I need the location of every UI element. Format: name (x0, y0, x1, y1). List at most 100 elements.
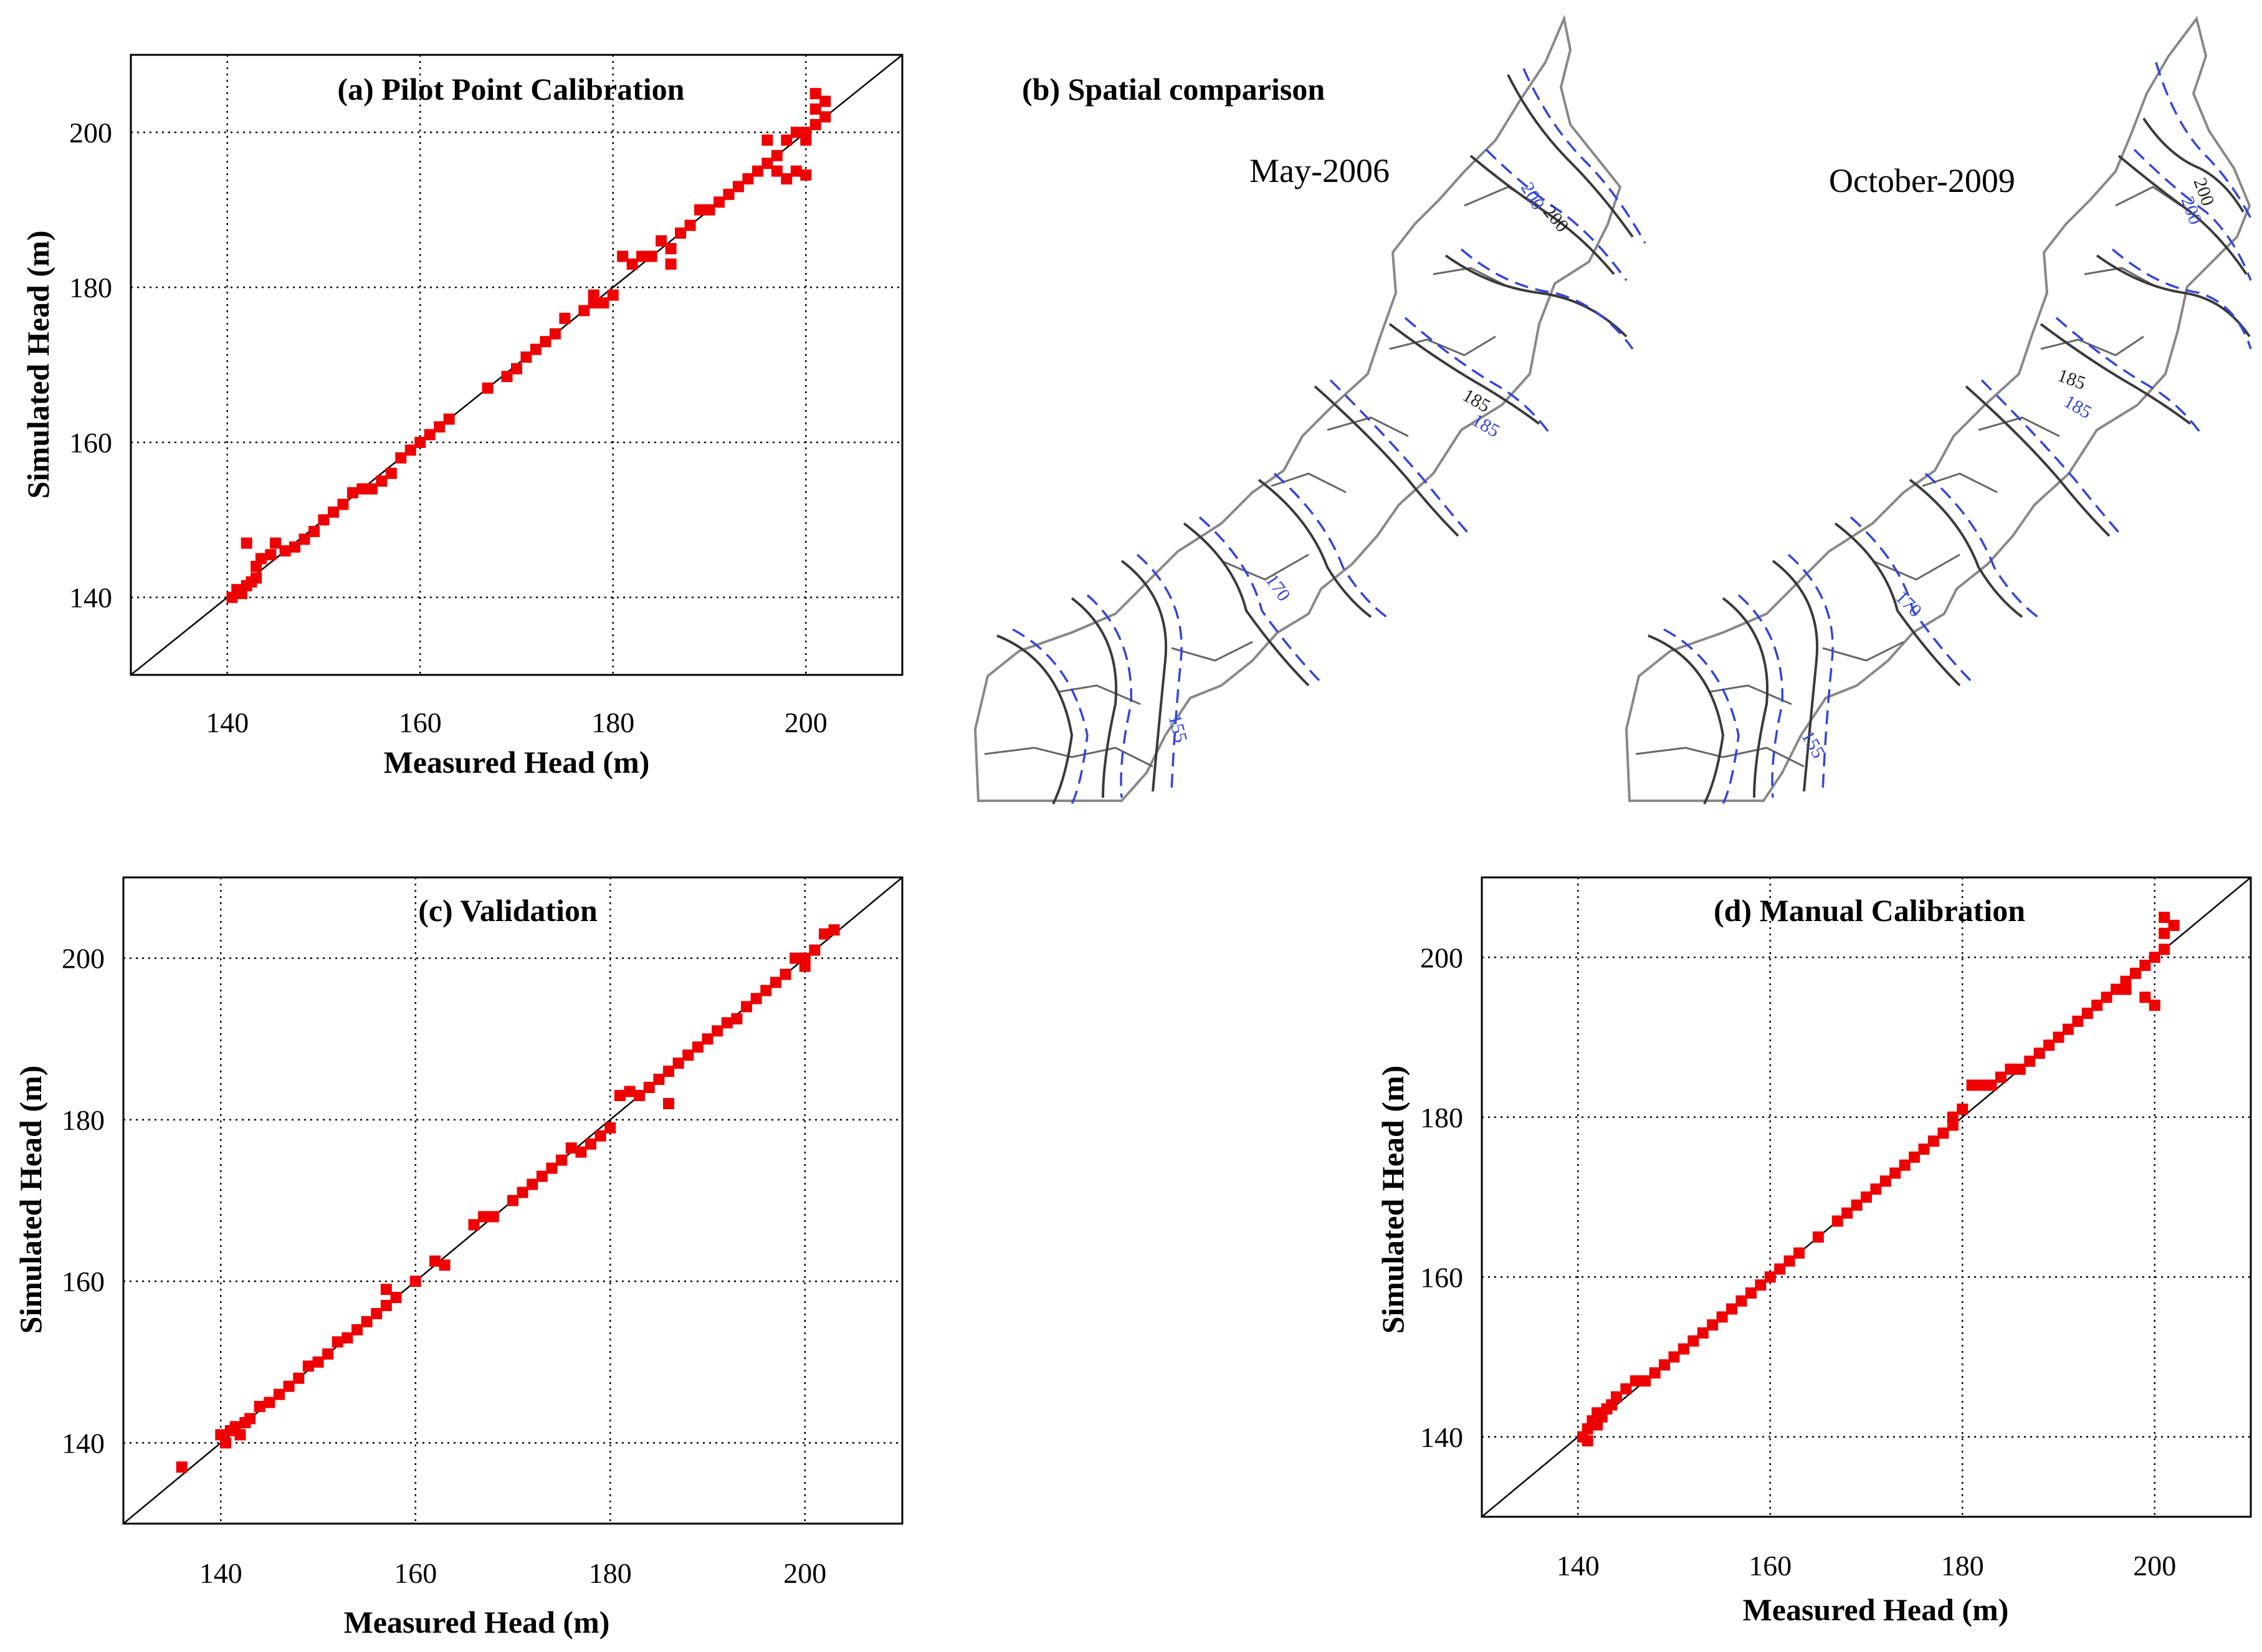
contour-label: 185 (2055, 365, 2089, 394)
chart-title: (a) Pilot Point Calibration (338, 72, 685, 107)
data-point (2024, 1055, 2036, 1067)
data-point (682, 1049, 694, 1061)
data-point (1870, 1183, 1882, 1195)
data-point (702, 1033, 713, 1045)
contour-label: 185 (2061, 391, 2095, 423)
data-point (1697, 1327, 1709, 1339)
data-point (2149, 1000, 2160, 1011)
y-tick-labels: 140 160 180 200 (1420, 942, 1463, 1453)
data-point (771, 165, 783, 177)
data-point (376, 475, 388, 487)
data-point (270, 537, 282, 549)
data-point (530, 343, 542, 355)
chart-manual-calibration: 140 160 180 200 140 160 180 200 (d) Manual Cal… (1375, 876, 2252, 1627)
data-point (2149, 952, 2160, 963)
data-point (2062, 1023, 2074, 1035)
data-point (809, 118, 821, 130)
data-point (1909, 1151, 1921, 1163)
map-label-october-2009: October-2009 (1829, 162, 2015, 199)
data-point (1707, 1319, 1719, 1331)
data-point (565, 1142, 577, 1154)
data-points (176, 924, 840, 1473)
data-point (264, 1397, 275, 1408)
data-point (439, 1259, 451, 1271)
x-tick-label: 180 (589, 1557, 632, 1589)
contour-label: 185 (1469, 409, 1503, 441)
data-point (2159, 912, 2170, 924)
x-tick-label: 200 (2133, 1550, 2176, 1582)
spatial-comparison: (b) Spatial comparison May-2006 October-… (973, 14, 2252, 805)
contour-label: 170 (1891, 587, 1926, 621)
grid-lines (123, 877, 902, 1524)
x-tick-label: 160 (394, 1557, 437, 1589)
data-point (1947, 1111, 1959, 1123)
data-point (1774, 1263, 1786, 1275)
data-point (742, 173, 754, 184)
data-point (395, 452, 407, 464)
data-point (1610, 1391, 1622, 1403)
y-tick-label: 180 (1420, 1102, 1463, 1134)
data-point (2111, 983, 2122, 995)
data-point (2072, 1015, 2084, 1027)
spatial-comparison-title: (b) Spatial comparison (1022, 72, 1325, 107)
y-tick-label: 140 (62, 1427, 105, 1459)
data-point (732, 181, 744, 193)
x-axis-label: Measured Head (m) (344, 1605, 610, 1640)
data-point (220, 1437, 232, 1449)
data-point (1966, 1079, 1978, 1091)
data-point (468, 1219, 480, 1231)
data-point (684, 219, 696, 231)
data-point (790, 127, 802, 138)
data-point (636, 251, 648, 262)
grid-lines (1482, 877, 2251, 1517)
data-point (434, 421, 446, 432)
data-point (723, 188, 735, 200)
data-point (244, 1413, 256, 1425)
data-point (575, 1146, 587, 1158)
data-point (346, 487, 358, 499)
data-point (298, 533, 310, 545)
data-point (771, 150, 783, 161)
data-point (1918, 1144, 1930, 1155)
data-point (781, 134, 793, 146)
data-point (279, 545, 291, 556)
data-point (1735, 1295, 1747, 1307)
y-tick-label: 180 (69, 272, 112, 303)
data-point (312, 1356, 324, 1368)
data-point (1745, 1287, 1757, 1299)
data-point (1899, 1159, 1911, 1171)
data-point (653, 1074, 665, 1086)
x-tick-label: 200 (783, 1557, 826, 1589)
data-point (809, 88, 821, 100)
data-point (385, 467, 397, 479)
data-point (511, 363, 522, 375)
data-point (598, 297, 609, 308)
data-point (750, 993, 762, 1005)
y-tick-label: 160 (62, 1266, 105, 1297)
data-point (380, 1284, 392, 1296)
map-may-2006: 200 200 185 185 170 155 (973, 14, 1646, 805)
data-point (546, 1162, 558, 1174)
data-point (731, 1013, 743, 1024)
data-point (443, 413, 455, 425)
x-tick-label: 140 (206, 707, 249, 738)
data-point (1726, 1303, 1738, 1315)
data-point (501, 371, 513, 383)
data-point (809, 103, 821, 115)
y-tick-label: 200 (62, 943, 105, 975)
data-point (549, 328, 561, 340)
data-point (1879, 1175, 1891, 1187)
data-point (585, 1138, 596, 1150)
data-point (1995, 1071, 2007, 1083)
x-tick-labels: 140 160 180 200 (1557, 1550, 2177, 1582)
chart-title: (d) Manual Calibration (1714, 893, 2025, 928)
data-point (819, 111, 831, 123)
data-point (665, 258, 677, 270)
data-point (646, 251, 657, 262)
data-point (770, 976, 781, 988)
data-point (819, 928, 830, 940)
chart-pilot-point-calibration: 140 160 180 200 140 160 180 200 (a) Pilot Poin… (21, 54, 904, 780)
data-point (617, 251, 629, 262)
data-point (478, 1211, 490, 1223)
data-point (2120, 983, 2132, 995)
